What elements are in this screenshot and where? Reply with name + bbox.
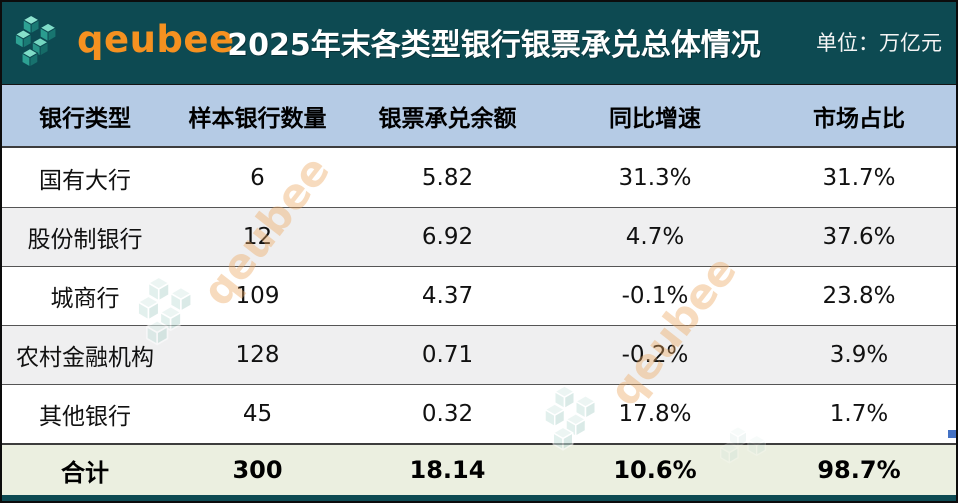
- cell-market-share: 31.7%: [822, 164, 896, 191]
- cell-balance: 0.71: [421, 342, 474, 368]
- cell-market-share: 23.8%: [822, 283, 896, 309]
- cell-yoy-growth: 10.6%: [613, 456, 697, 484]
- cell-balance: 18.14: [409, 456, 486, 484]
- table-row: 股份制银行 12 6.92 4.7% 37.6%: [0, 207, 958, 266]
- cell-bank-type: 农村金融机构: [16, 345, 154, 371]
- cell-bank-type: 国有大行: [39, 167, 131, 194]
- cell-sample-count: 109: [235, 283, 280, 309]
- table-header-row: 银行类型 样本银行数量 银票承兑余额 同比增速 市场占比: [0, 84, 958, 148]
- cell-sample-count: 45: [242, 401, 273, 427]
- column-header-bank-type: 银行类型: [39, 105, 131, 132]
- column-header-market-share: 市场占比: [813, 105, 905, 132]
- cell-sample-count: 128: [235, 342, 280, 368]
- table-row: 国有大行 6 5.82 31.3% 31.7%: [0, 148, 958, 207]
- column-header-sample-count: 样本银行数量: [188, 105, 327, 132]
- table-row: 农村金融机构 128 0.71 -0.2% 3.9%: [0, 325, 958, 384]
- logo-text: qeubee: [77, 17, 235, 61]
- cell-market-share: 98.7%: [817, 456, 901, 484]
- cell-yoy-growth: -0.2%: [621, 342, 689, 368]
- cell-yoy-growth: 4.7%: [625, 224, 685, 250]
- table-body: 国有大行 6 5.82 31.3% 31.7% 股份制银行 12 6.92 4.…: [0, 148, 958, 443]
- header-bar: qeubee 2025年末各类型银行银票承兑总体情况 单位：万亿元: [0, 0, 958, 84]
- footer-bar: [0, 495, 958, 503]
- page-title: 2025年末各类型银行银票承兑总体情况: [227, 28, 761, 63]
- cell-balance: 0.32: [421, 401, 474, 427]
- selection-handle-artifact: [948, 430, 956, 438]
- cell-yoy-growth: 31.3%: [618, 164, 692, 191]
- cell-balance: 6.92: [421, 224, 474, 250]
- qeubee-cubes-icon: [14, 14, 57, 68]
- cell-market-share: 3.9%: [829, 342, 889, 368]
- table-row: 城商行 109 4.37 -0.1% 23.8%: [0, 266, 958, 325]
- cell-market-share: 1.7%: [829, 401, 889, 427]
- cell-sample-count: 12: [242, 224, 273, 250]
- cell-market-share: 37.6%: [822, 224, 896, 250]
- logo: qeubee: [13, 13, 235, 71]
- column-header-yoy-growth: 同比增速: [609, 105, 701, 132]
- cell-yoy-growth: -0.1%: [621, 283, 689, 309]
- cell-balance: 5.82: [421, 164, 474, 191]
- cell-bank-type: 城商行: [50, 286, 120, 312]
- cell-yoy-growth: 17.8%: [618, 401, 692, 427]
- cell-bank-type: 合计: [61, 458, 109, 487]
- unit-label: 单位：万亿元: [816, 31, 942, 55]
- table-total-row: 合计 300 18.14 10.6% 98.7%: [0, 443, 958, 495]
- table-row: 其他银行 45 0.32 17.8% 1.7%: [0, 384, 958, 443]
- cell-bank-type: 其他银行: [39, 404, 131, 430]
- cell-balance: 4.37: [421, 283, 474, 309]
- cell-sample-count: 6: [250, 164, 265, 191]
- column-header-balance: 银票承兑余额: [378, 105, 517, 132]
- cell-sample-count: 300: [232, 456, 283, 484]
- cell-bank-type: 股份制银行: [27, 227, 143, 253]
